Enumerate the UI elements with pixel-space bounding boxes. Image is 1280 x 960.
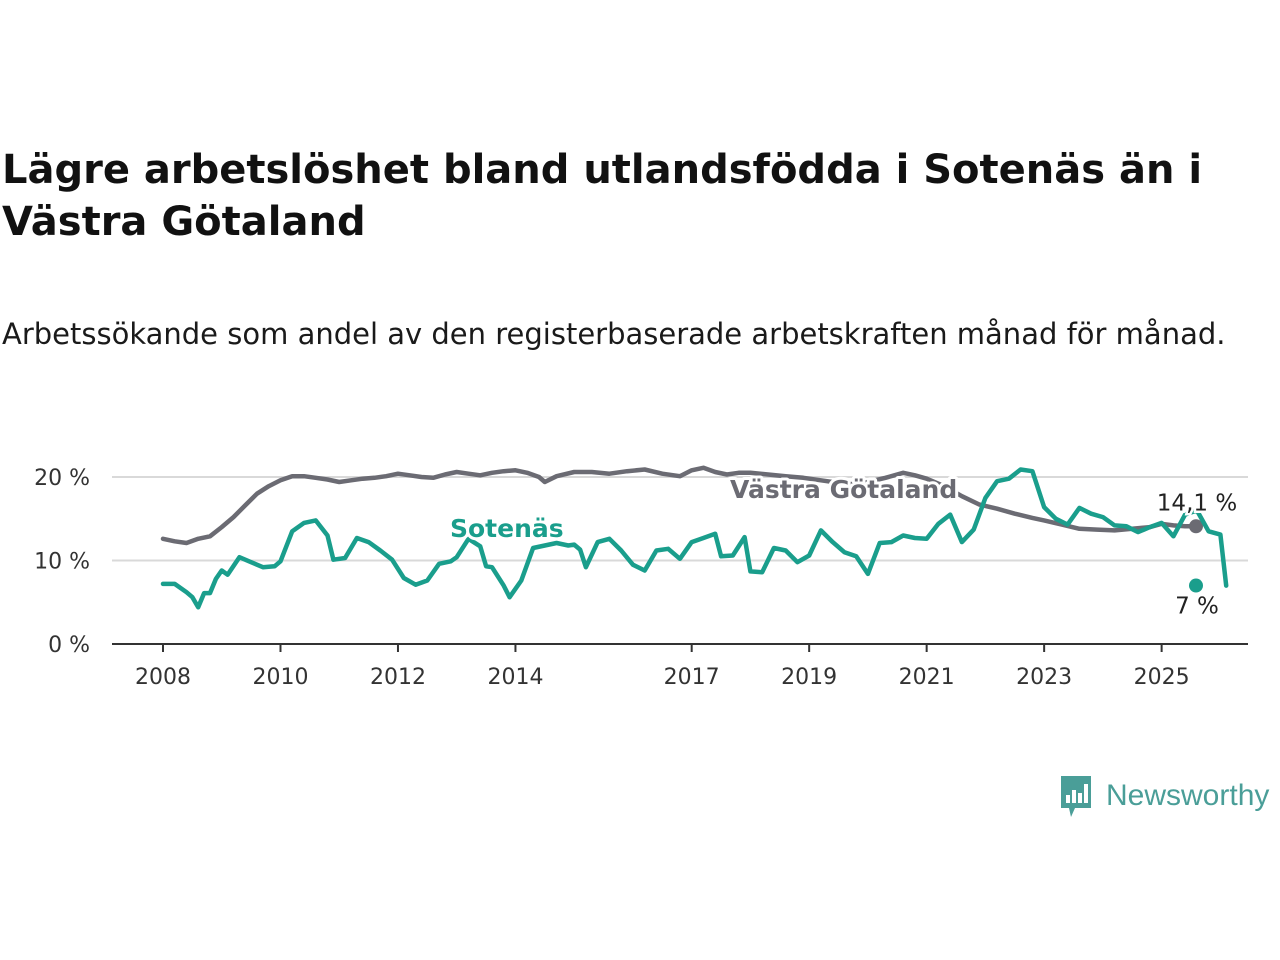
x-tick-label: 2010 [252, 665, 308, 690]
x-tick-label: 2017 [664, 665, 720, 690]
series-end-value-label: 14,1 % [1157, 490, 1237, 516]
series-end-value-label: 7 % [1175, 594, 1219, 620]
x-tick-label: 2012 [370, 665, 426, 690]
series-end-point [1189, 578, 1203, 593]
chart-subtitle: Arbetssökande som andel av den registerb… [2, 317, 1226, 351]
y-axis-ticks: 0 % 10 % 20 % [34, 466, 90, 658]
series-labels: Västra Götaland 14,1 % Sotenäs 7 % [447, 472, 1240, 622]
x-tick-label: 2025 [1134, 665, 1190, 690]
y-tick-label: 10 % [34, 550, 90, 575]
series-end-point [1189, 519, 1203, 534]
y-tick-label: 0 % [48, 633, 90, 658]
series-line-v-stra-g-taland [160, 465, 1200, 546]
x-axis-ticks: 2008 2010 2012 2014 2017 2019 2021 2023 2025 [135, 644, 1190, 690]
brand-name: Newsworthy [1106, 779, 1270, 812]
brand-logo: Newsworthy [1058, 772, 1269, 820]
series-name-label: Sotenäs [450, 514, 564, 543]
x-tick-label: 2021 [899, 665, 955, 690]
bar-chart-speech-bubble-icon [1061, 776, 1091, 817]
series-line-soten-s [160, 467, 1229, 610]
chart-title: Lägre arbetslöshet bland utlandsfödda i … [2, 147, 1203, 245]
series-name-label: Västra Götaland [730, 475, 957, 504]
x-tick-label: 2023 [1016, 665, 1072, 690]
y-tick-label: 20 % [34, 466, 90, 491]
x-tick-label: 2014 [487, 665, 543, 690]
line-chart: 0 % 10 % 20 % 2008 2010 2012 2014 2017 2019 2021… [34, 465, 1248, 690]
x-tick-label: 2019 [781, 665, 837, 690]
series-lines [160, 465, 1229, 610]
x-tick-label: 2008 [135, 665, 191, 690]
